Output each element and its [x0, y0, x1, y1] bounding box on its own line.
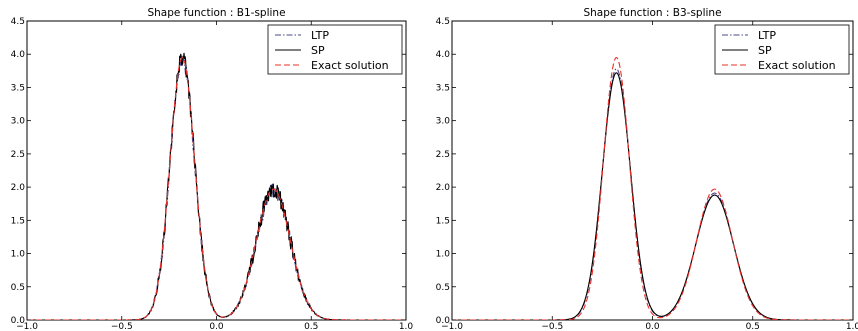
y-tick-label: 1.5 — [11, 216, 25, 226]
legend-label: LTP — [758, 29, 776, 42]
x-tick-label: 1.0 — [399, 322, 414, 331]
y-tick-label: 0.5 — [11, 283, 25, 293]
chart-title: Shape function : B3-spline — [583, 7, 721, 19]
y-tick-label: 4.5 — [436, 17, 450, 27]
y-tick-label: 4.0 — [436, 50, 451, 60]
y-tick-label: 1.0 — [11, 250, 26, 260]
legend: LTP SP Exact solution — [267, 24, 403, 75]
legend: LTP SP Exact solution — [714, 24, 850, 75]
series-line-exact-solution — [27, 56, 406, 320]
legend-label: Exact solution — [311, 59, 389, 72]
legend-label: Exact solution — [758, 59, 836, 72]
legend-label: SP — [758, 44, 772, 57]
y-tick-label: 3.0 — [11, 117, 26, 127]
y-tick-label: 0.5 — [436, 283, 450, 293]
x-tick-label: 0.5 — [746, 322, 760, 331]
y-tick-label: 0.0 — [436, 316, 451, 326]
y-tick-label: 3.5 — [11, 83, 25, 93]
x-tick-label: −1.0 — [16, 322, 38, 331]
y-tick-label: 4.5 — [11, 17, 25, 27]
x-tick-label: −0.5 — [541, 322, 563, 331]
x-tick-label: 0.0 — [645, 322, 660, 331]
y-tick-label: 4.0 — [11, 50, 26, 60]
chart-panel-2: −1.0 −0.5 0.0 0.5 1.0 0.0 0.5 1.0 1.5 2.0 2.5 3.0 3.… — [436, 7, 858, 331]
y-tick-label: 1.5 — [436, 216, 450, 226]
legend-label: SP — [311, 44, 325, 57]
legend-label: LTP — [311, 29, 329, 42]
series-line-exact-solution — [452, 56, 853, 320]
x-tick-label: −0.5 — [111, 322, 133, 331]
y-tick-label: 0.0 — [11, 316, 26, 326]
x-tick-label: 1.0 — [846, 322, 858, 331]
y-tick-label: 3.0 — [436, 117, 451, 127]
chart-panel-1: −1.0 −0.5 0.0 0.5 1.0 0.0 0.5 1.0 1.5 2.0 2.5 3.0 3.… — [11, 7, 414, 331]
y-tick-label: 2.0 — [11, 183, 26, 193]
x-tick-label: −1.0 — [441, 322, 463, 331]
y-tick-label: 1.0 — [436, 250, 451, 260]
y-tick-label: 3.5 — [436, 83, 450, 93]
chart-title: Shape function : B1-spline — [147, 7, 285, 19]
y-tick-label: 2.5 — [436, 150, 450, 160]
x-tick-label: 0.5 — [304, 322, 318, 331]
y-tick-label: 2.0 — [436, 183, 451, 193]
x-tick-label: 0.0 — [209, 322, 224, 331]
y-tick-label: 2.5 — [11, 150, 25, 160]
